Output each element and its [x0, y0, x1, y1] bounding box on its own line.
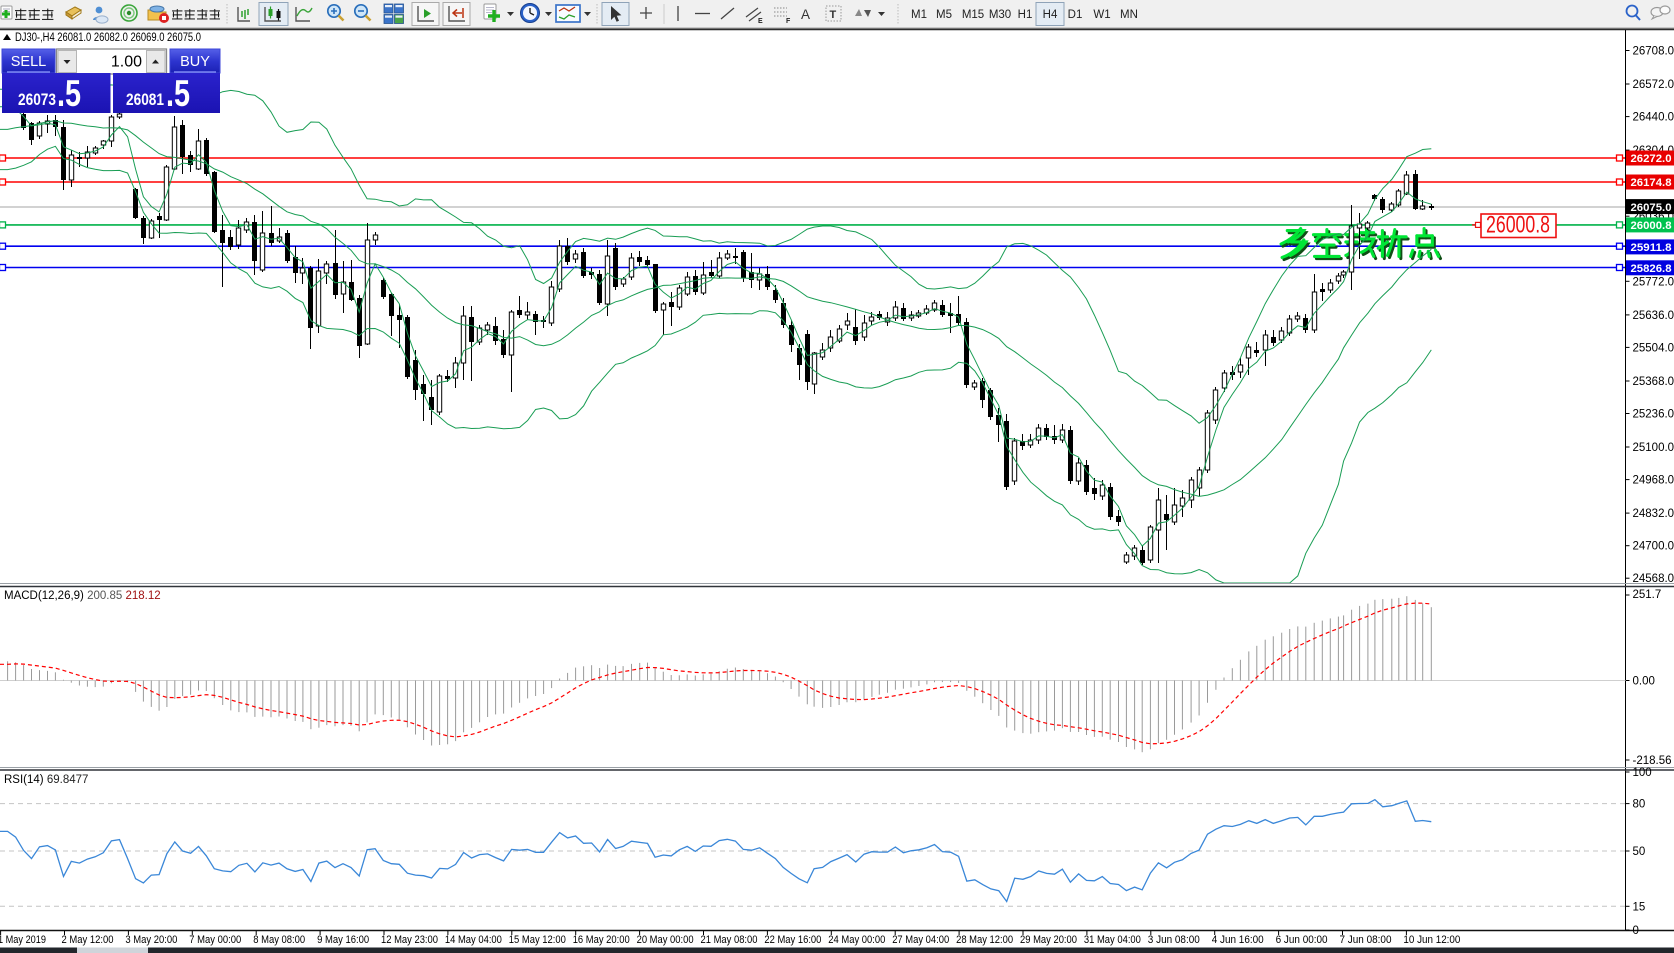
- svg-text:T: T: [830, 9, 837, 21]
- svg-text:26174.8: 26174.8: [1631, 177, 1672, 189]
- svg-text:80: 80: [1633, 799, 1646, 811]
- svg-text:1.00: 1.00: [111, 54, 142, 71]
- svg-text:D1: D1: [1068, 9, 1083, 21]
- svg-text:7 May 00:00: 7 May 00:00: [189, 934, 241, 946]
- svg-text:15 May 12:00: 15 May 12:00: [509, 934, 566, 946]
- svg-text:26075.0: 26075.0: [1631, 202, 1672, 214]
- svg-text:28 May 12:00: 28 May 12:00: [956, 934, 1013, 946]
- svg-text:H4: H4: [1043, 9, 1058, 21]
- svg-text:26572.0: 26572.0: [1633, 79, 1674, 91]
- svg-text:16 May 20:00: 16 May 20:00: [573, 934, 630, 946]
- svg-text:9 May 16:00: 9 May 16:00: [317, 934, 369, 946]
- svg-text:W1: W1: [1093, 9, 1110, 21]
- svg-text:H1: H1: [1018, 9, 1033, 21]
- svg-text:8 May 08:00: 8 May 08:00: [253, 934, 305, 946]
- svg-text:26073: 26073: [18, 91, 56, 109]
- svg-text:24832.0: 24832.0: [1633, 508, 1674, 520]
- svg-text:24700.0: 24700.0: [1633, 541, 1674, 553]
- svg-text:25236.0: 25236.0: [1633, 409, 1674, 421]
- svg-text:25911.8: 25911.8: [1631, 242, 1672, 254]
- svg-text:26708.0: 26708.0: [1633, 46, 1674, 58]
- svg-text:25772.0: 25772.0: [1633, 276, 1674, 288]
- svg-text:31 May 04:00: 31 May 04:00: [1084, 934, 1141, 946]
- svg-text:25636.0: 25636.0: [1633, 310, 1674, 322]
- svg-text:10 Jun 12:00: 10 Jun 12:00: [1403, 934, 1460, 946]
- svg-text:26272.0: 26272.0: [1631, 153, 1672, 165]
- svg-text:29 May 20:00: 29 May 20:00: [1020, 934, 1077, 946]
- svg-text:24 May 00:00: 24 May 00:00: [828, 934, 885, 946]
- svg-text:25826.8: 25826.8: [1631, 263, 1672, 275]
- svg-text:-218.56: -218.56: [1633, 755, 1672, 767]
- svg-text:M30: M30: [989, 9, 1011, 21]
- svg-text:2 May 12:00: 2 May 12:00: [62, 934, 114, 946]
- svg-text:14 May 04:00: 14 May 04:00: [445, 934, 502, 946]
- svg-text:3 May 20:00: 3 May 20:00: [125, 934, 177, 946]
- svg-text:21 May 08:00: 21 May 08:00: [701, 934, 758, 946]
- svg-text:1 May 2019: 1 May 2019: [0, 934, 46, 946]
- svg-text:DJ30-,H4 26081.0 26082.0 2606: DJ30-,H4 26081.0 26082.0 26069.0 26075.0: [15, 32, 201, 44]
- svg-text:M1: M1: [911, 9, 927, 21]
- svg-text:.5: .5: [57, 73, 81, 114]
- svg-text:RSI(14) 69.8477: RSI(14) 69.8477: [4, 774, 88, 786]
- svg-text:100: 100: [1633, 767, 1652, 779]
- svg-text:SELL: SELL: [11, 54, 46, 70]
- svg-text:50: 50: [1633, 846, 1646, 858]
- svg-text:25100.0: 25100.0: [1633, 442, 1674, 454]
- svg-text:26440.0: 26440.0: [1633, 112, 1674, 124]
- svg-text:12 May 23:00: 12 May 23:00: [381, 934, 438, 946]
- svg-text:F: F: [786, 18, 791, 25]
- svg-text:26000.8: 26000.8: [1486, 212, 1550, 239]
- svg-text:A: A: [801, 7, 810, 22]
- svg-text:6 Jun 00:00: 6 Jun 00:00: [1276, 934, 1328, 946]
- svg-text:24968.0: 24968.0: [1633, 475, 1674, 487]
- svg-text:M5: M5: [936, 9, 952, 21]
- svg-text:251.7: 251.7: [1633, 589, 1662, 601]
- svg-text:BUY: BUY: [180, 54, 210, 70]
- svg-text:MACD(12,26,9) 200.85 218.12: MACD(12,26,9) 200.85 218.12: [4, 590, 161, 602]
- svg-text:4 Jun 16:00: 4 Jun 16:00: [1212, 934, 1264, 946]
- svg-text:3 Jun 08:00: 3 Jun 08:00: [1148, 934, 1200, 946]
- svg-text:26000.8: 26000.8: [1631, 220, 1672, 232]
- svg-text:7 Jun 08:00: 7 Jun 08:00: [1340, 934, 1392, 946]
- svg-text:22 May 16:00: 22 May 16:00: [764, 934, 821, 946]
- svg-text:M15: M15: [962, 9, 984, 21]
- svg-text:MN: MN: [1120, 9, 1138, 21]
- svg-text:0: 0: [1633, 925, 1639, 937]
- svg-text:20 May 00:00: 20 May 00:00: [637, 934, 694, 946]
- svg-text:15: 15: [1633, 901, 1646, 913]
- svg-text:25504.0: 25504.0: [1633, 342, 1674, 354]
- svg-text:E: E: [758, 18, 763, 25]
- svg-text:.5: .5: [166, 73, 190, 114]
- svg-text:26081: 26081: [126, 91, 164, 109]
- svg-text:25368.0: 25368.0: [1633, 376, 1674, 388]
- svg-text:0.00: 0.00: [1633, 676, 1655, 688]
- svg-text:24568.0: 24568.0: [1633, 573, 1674, 585]
- svg-text:27 May 04:00: 27 May 04:00: [892, 934, 949, 946]
